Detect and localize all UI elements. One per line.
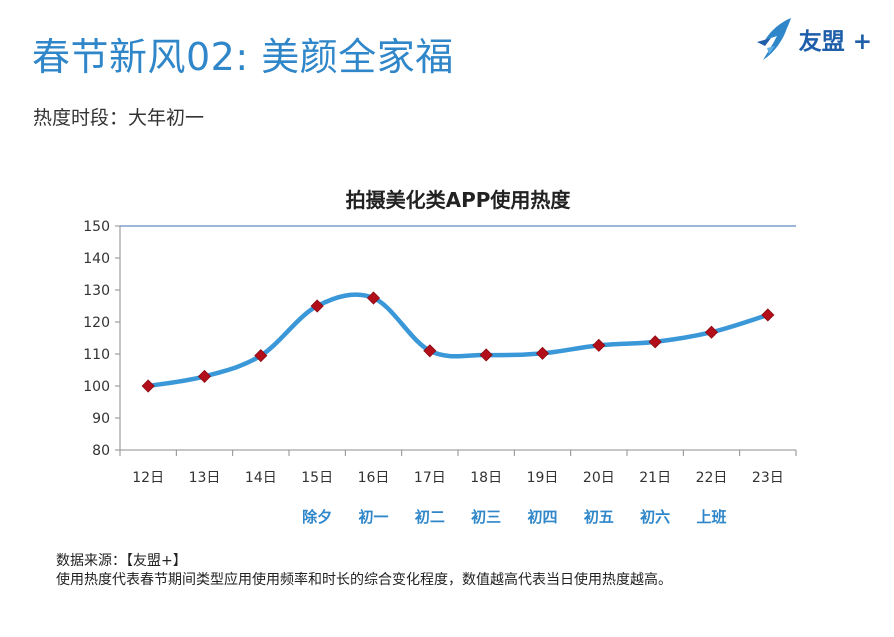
y-tick-label: 150 [83, 219, 110, 235]
umeng-bird-icon [756, 18, 791, 60]
y-tick-label: 140 [83, 251, 110, 267]
y-tick-label: 130 [83, 283, 110, 299]
holiday-label: 初四 [527, 508, 557, 526]
source-label: 数据来源：【友盟+】 [56, 553, 187, 569]
x-tick-label: 19日 [527, 470, 559, 486]
data-source: 数据来源：【友盟+】 使用热度代表春节期间类型应用使用频率和时长的综合变化程度，… [56, 552, 672, 590]
holiday-label: 除夕 [302, 508, 332, 526]
holiday-label: 初三 [471, 508, 501, 526]
holiday-label: 上班 [696, 508, 726, 526]
data-point-marker [141, 379, 155, 393]
x-tick-label: 20日 [583, 470, 615, 486]
holiday-label: 初六 [640, 508, 670, 526]
data-point-marker [648, 335, 662, 349]
data-point-marker [254, 349, 268, 363]
y-tick-label: 80 [92, 443, 110, 459]
x-tick-label: 18日 [470, 470, 502, 486]
data-point-marker [197, 369, 212, 383]
x-tick-label: 23日 [752, 470, 784, 486]
data-point-marker [535, 346, 550, 360]
x-tick-label: 12日 [132, 470, 164, 486]
x-tick-label: 15日 [301, 470, 333, 486]
data-point-marker [423, 344, 437, 358]
data-point-marker [592, 338, 606, 352]
y-tick-label: 90 [92, 411, 110, 427]
series-line [145, 292, 771, 389]
y-tick-label: 100 [83, 379, 110, 395]
data-point-marker [479, 348, 493, 362]
data-point-marker [704, 325, 719, 339]
holiday-label: 初五 [584, 508, 614, 526]
x-tick-label: 16日 [358, 470, 390, 486]
holiday-label: 初一 [358, 508, 388, 526]
brand-name: 友盟 + [798, 29, 872, 55]
brand-logo: 友盟 + [755, 16, 872, 62]
data-point-marker [761, 308, 775, 322]
y-tick-label: 120 [83, 315, 110, 331]
holiday-label: 初二 [415, 508, 445, 526]
x-tick-label: 13日 [189, 470, 221, 486]
subtitle: 热度时段：大年初一 [33, 107, 205, 129]
x-tick-label: 17日 [414, 470, 446, 486]
page-title: 春节新风02: 美颜全家福 [32, 35, 454, 79]
x-tick-label: 21日 [639, 470, 671, 486]
chart-title: 拍摄美化类APP使用热度 [345, 188, 571, 212]
y-tick-label: 110 [83, 347, 110, 363]
x-tick-label: 22日 [696, 470, 728, 486]
x-tick-label: 14日 [245, 470, 277, 486]
source-note: 使用热度代表春节期间类型应用使用频率和时长的综合变化程度，数值越高代表当日使用热… [56, 572, 672, 588]
data-point-marker [310, 299, 324, 313]
data-point-marker [366, 291, 381, 305]
